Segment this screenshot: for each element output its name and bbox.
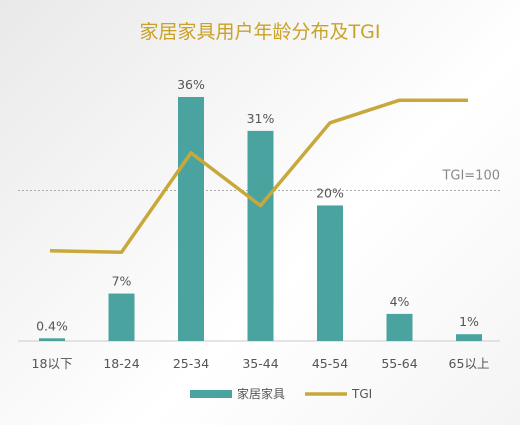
bar-data-label: 31% — [247, 111, 275, 126]
x-axis-ticks: 18以下 18-24 25-34 35-44 45-54 55-64 65以上 — [32, 356, 490, 371]
chart-title: 家居家具用户年龄分布及TGI — [140, 21, 381, 43]
legend: 家居家具 TGI — [190, 386, 372, 401]
x-tick-label: 18-24 — [103, 356, 139, 371]
bar-data-label: 4% — [390, 294, 410, 309]
bar-3 — [247, 130, 274, 341]
bar-data-label: 7% — [112, 274, 132, 289]
legend-label-line: TGI — [351, 387, 372, 401]
bar-data-label: 0.4% — [36, 318, 68, 333]
bar-6 — [456, 334, 482, 341]
tgi-points — [49, 100, 469, 253]
x-tick-label: 18以下 — [32, 356, 73, 371]
bar-1 — [108, 293, 135, 341]
x-tick-label: 55-64 — [381, 356, 417, 371]
bar-2 — [178, 97, 204, 341]
tgi-reference-label: TGI=100 — [441, 169, 500, 184]
x-tick-label: 25-34 — [173, 356, 209, 371]
bar-data-labels: 0.4% 7% 36% 31% 20% 4% 1% — [36, 77, 479, 333]
bar-0 — [39, 338, 65, 341]
x-tick-label: 45-54 — [312, 356, 348, 371]
x-tick-label: 65以上 — [449, 356, 490, 371]
legend-swatch-bar — [190, 390, 232, 398]
x-tick-label: 35-44 — [242, 356, 278, 371]
legend-label-bar: 家居家具 — [237, 386, 285, 401]
bar-4 — [317, 205, 343, 341]
bar-data-label: 20% — [316, 185, 344, 200]
bar-series — [39, 97, 482, 341]
bar-5 — [386, 313, 413, 341]
bar-data-label: 1% — [459, 314, 479, 329]
bar-data-label: 36% — [177, 77, 205, 92]
